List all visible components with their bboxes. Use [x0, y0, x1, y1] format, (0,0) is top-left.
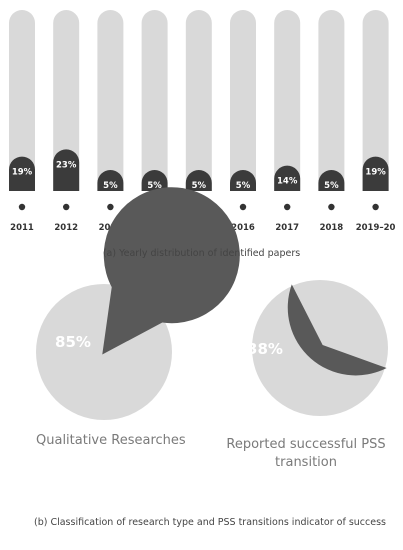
- tick-dot-2012: [62, 203, 70, 211]
- bar-track-2014: [141, 10, 168, 192]
- bar-2014: [141, 170, 168, 191]
- bar-value-label-2019–20: 19%: [365, 168, 386, 178]
- caption-yearly-distribution: (a) Yearly distribution of identified pa…: [102, 248, 301, 259]
- tick-label-2019–20: 2019–20: [356, 223, 396, 233]
- bar-value-label-2018: 5%: [324, 181, 339, 191]
- bar-value-label-2013: 5%: [103, 181, 118, 191]
- tick-dot-2019–20: [372, 203, 379, 211]
- tick-label-2017: 2017: [275, 223, 299, 233]
- tick-label-2011: 2011: [10, 223, 34, 233]
- bar-value-label-2015: 5%: [192, 181, 207, 191]
- bar-track-2018: [318, 10, 345, 192]
- bar-2015: [185, 170, 212, 191]
- bar-2011: [9, 156, 35, 191]
- pie-pss-transition-value-label: 38%: [247, 340, 283, 358]
- bar-2017: [274, 165, 301, 191]
- bar-track-2013: [97, 10, 124, 192]
- bar-value-label-2016: 5%: [236, 181, 251, 191]
- bar-track-2019–20: [362, 10, 389, 192]
- tick-dot-2011: [18, 203, 26, 211]
- bar-track-2016: [230, 10, 256, 191]
- caption-classification: (b) Classification of research type and …: [34, 517, 386, 528]
- bar-2019–20: [362, 156, 389, 191]
- tick-label-2016: 2016: [231, 223, 255, 233]
- bar-2013: [97, 170, 124, 191]
- bar-2012: [53, 149, 80, 191]
- tick-dot-2017: [284, 203, 291, 211]
- tick-label-2012: 2012: [54, 223, 78, 233]
- pie-label-pss-transition: Reported successful PSS transition: [226, 437, 386, 470]
- pie-qualitative-value-label: 85%: [55, 333, 91, 351]
- pie-pss-transition-value-slice: [287, 284, 387, 376]
- tick-dot-2018: [328, 203, 335, 211]
- bar-value-label-2014: 5%: [147, 181, 162, 191]
- pie-qualitative-value-slice: [102, 187, 240, 355]
- bar-value-label-2017: 14%: [277, 177, 298, 187]
- tick-label-2018: 2018: [320, 223, 344, 233]
- bar-track-2011: [9, 10, 35, 191]
- tick-dot-2013: [107, 203, 114, 211]
- bar-2018: [318, 170, 345, 191]
- bar-track-2017: [274, 10, 301, 192]
- tick-dot-2016: [239, 203, 247, 211]
- bar-value-label-2011: 19%: [12, 168, 33, 178]
- bar-2016: [230, 170, 256, 191]
- bar-track-2015: [185, 10, 212, 192]
- bar-value-label-2012: 23%: [56, 160, 77, 170]
- bar-track-2012: [53, 10, 80, 192]
- pie-label-qualitative: Qualitative Researches: [36, 433, 186, 448]
